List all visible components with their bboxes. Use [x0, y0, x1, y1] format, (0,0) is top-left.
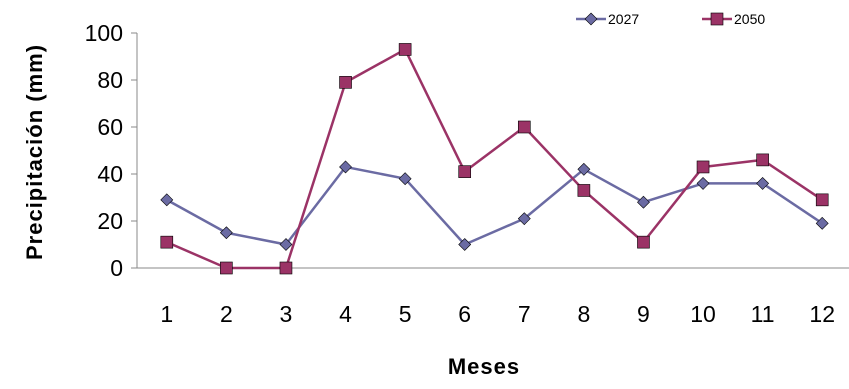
- x-tick-label: 4: [339, 301, 352, 327]
- legend-label: 2027: [608, 11, 639, 27]
- x-tick-label: 9: [637, 301, 650, 327]
- data-point: [756, 153, 769, 167]
- series-line: [166, 48, 823, 270]
- data-point: [517, 120, 531, 134]
- data-point: [696, 160, 710, 174]
- data-point: [815, 216, 829, 230]
- x-tick-label: 8: [577, 301, 590, 327]
- data-point: [577, 162, 591, 176]
- x-axis-title: Meses: [448, 354, 520, 379]
- x-axis-ticks: 1 2 3 4 5 6 7 8 9 10 11 12: [160, 301, 835, 327]
- series-2027: [160, 160, 829, 251]
- data-point: [696, 176, 710, 190]
- data-point: [756, 176, 770, 190]
- legend-item-2027: 2027: [576, 11, 639, 27]
- data-point: [815, 193, 829, 207]
- data-point: [220, 261, 233, 275]
- legend-marker: [584, 12, 598, 26]
- data-point: [160, 235, 174, 249]
- data-point: [339, 160, 352, 174]
- x-tick-label: 7: [518, 301, 531, 327]
- data-point: [279, 261, 293, 275]
- series-2050: [160, 43, 829, 275]
- x-tick-label: 1: [160, 301, 173, 327]
- y-tick-label: 40: [97, 161, 123, 187]
- y-axis-title: Precipitación (mm): [22, 44, 47, 260]
- x-tick-label: 12: [809, 301, 835, 327]
- series-layer: [160, 43, 829, 275]
- data-point: [458, 165, 472, 178]
- y-tick-label: 60: [97, 114, 123, 140]
- data-point: [458, 238, 472, 251]
- legend-label: 2050: [734, 11, 765, 27]
- y-tick-label: 100: [85, 20, 123, 46]
- legend-marker: [710, 12, 724, 26]
- data-point: [219, 226, 233, 240]
- data-point: [279, 238, 293, 251]
- data-point: [398, 43, 412, 56]
- data-point: [517, 212, 531, 226]
- data-point: [339, 76, 352, 89]
- x-tick-label: 5: [399, 301, 412, 327]
- x-tick-label: 10: [690, 301, 716, 327]
- series-line: [166, 165, 823, 246]
- x-tick-label: 3: [280, 301, 293, 327]
- y-tick-label: 0: [110, 255, 123, 281]
- data-point: [637, 235, 650, 249]
- legend: 2027 2050: [576, 11, 765, 27]
- x-tick-label: 2: [220, 301, 233, 327]
- data-point: [577, 184, 591, 197]
- y-axis-ticks: 0 20 40 60 80 100: [85, 20, 137, 281]
- y-tick-label: 80: [97, 67, 123, 93]
- data-point: [160, 193, 174, 207]
- x-tick-label: 11: [751, 301, 775, 327]
- data-point: [637, 195, 650, 209]
- y-tick-label: 20: [97, 208, 123, 234]
- data-point: [398, 172, 412, 186]
- x-tick-label: 6: [458, 301, 471, 327]
- legend-item-2050: 2050: [702, 11, 765, 27]
